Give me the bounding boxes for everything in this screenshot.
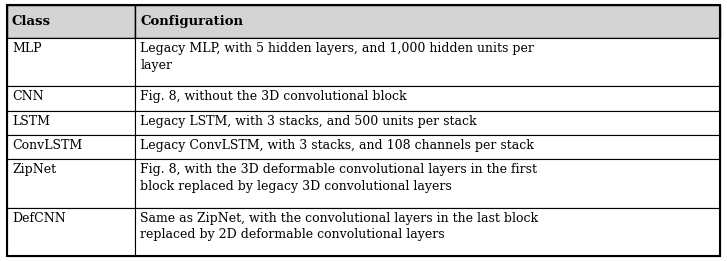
Text: DefCNN: DefCNN bbox=[12, 212, 65, 224]
Text: Class: Class bbox=[12, 15, 51, 28]
Bar bbox=[135, 5, 720, 38]
Bar bbox=[135, 159, 720, 207]
Text: LSTM: LSTM bbox=[12, 115, 50, 128]
Bar bbox=[7, 159, 135, 207]
Text: MLP: MLP bbox=[12, 42, 41, 55]
Bar bbox=[7, 86, 135, 111]
Text: Fig. 8, without the 3D convolutional block: Fig. 8, without the 3D convolutional blo… bbox=[140, 91, 407, 103]
Text: Configuration: Configuration bbox=[140, 15, 244, 28]
Bar bbox=[7, 111, 135, 135]
Bar bbox=[7, 135, 135, 159]
Bar bbox=[135, 86, 720, 111]
Text: Legacy MLP, with 5 hidden layers, and 1,000 hidden units per
layer: Legacy MLP, with 5 hidden layers, and 1,… bbox=[140, 42, 534, 72]
Text: Fig. 8, with the 3D deformable convolutional layers in the first
block replaced : Fig. 8, with the 3D deformable convoluti… bbox=[140, 163, 537, 193]
Bar bbox=[135, 207, 720, 256]
Text: ZipNet: ZipNet bbox=[12, 163, 56, 176]
Text: Legacy ConvLSTM, with 3 stacks, and 108 channels per stack: Legacy ConvLSTM, with 3 stacks, and 108 … bbox=[140, 139, 534, 152]
Text: CNN: CNN bbox=[12, 91, 44, 103]
Text: Same as ZipNet, with the convolutional layers in the last block
replaced by 2D d: Same as ZipNet, with the convolutional l… bbox=[140, 212, 539, 241]
Text: Legacy LSTM, with 3 stacks, and 500 units per stack: Legacy LSTM, with 3 stacks, and 500 unit… bbox=[140, 115, 477, 128]
Bar bbox=[7, 207, 135, 256]
Bar bbox=[135, 111, 720, 135]
Bar bbox=[135, 38, 720, 86]
Text: ConvLSTM: ConvLSTM bbox=[12, 139, 82, 152]
Bar bbox=[7, 5, 135, 38]
Bar bbox=[7, 38, 135, 86]
Bar bbox=[135, 135, 720, 159]
